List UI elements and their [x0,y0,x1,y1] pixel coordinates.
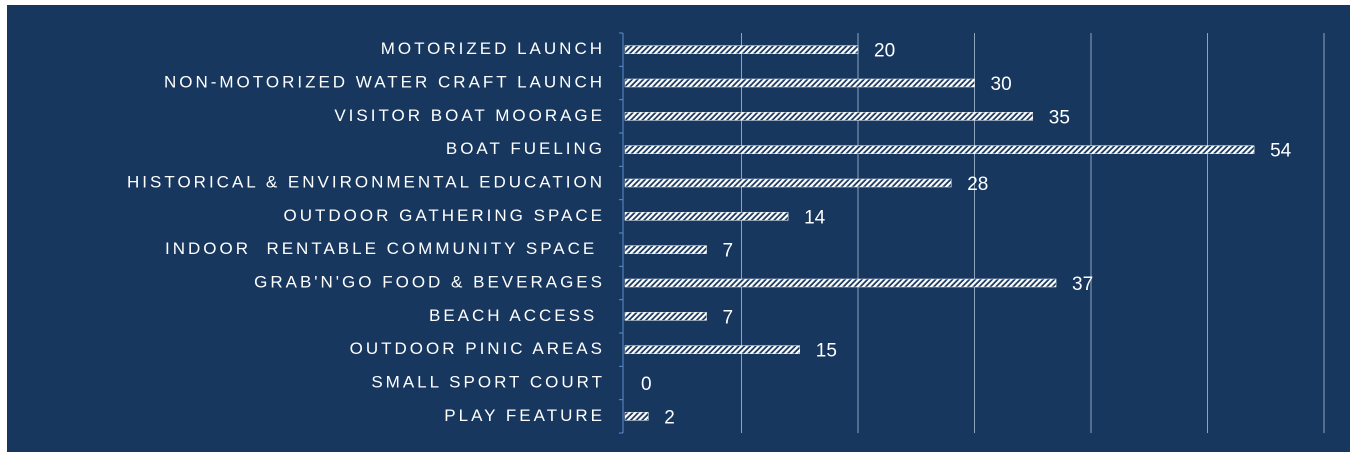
bar [624,178,952,188]
data-label: 37 [1072,274,1093,295]
category-label: PLAY FEATURE [444,406,605,425]
data-label: 20 [874,41,895,62]
category-label: SMALL SPORT COURT [371,372,605,391]
bar [624,112,1033,121]
data-label: 7 [723,307,734,328]
category-label: GRAB'N'GO FOOD & BEVERAGES [254,272,605,291]
data-label: 0 [641,374,652,395]
category-label: MOTORIZED LAUNCH [381,39,605,58]
category-label: BOAT FUELING [446,139,605,158]
category-label: HISTORICAL & ENVIRONMENTAL EDUCATION [127,172,605,191]
data-label: 14 [804,207,826,228]
bar [624,345,800,354]
bar [624,278,1057,288]
data-label: 30 [991,74,1012,95]
bar [624,412,649,421]
bar [624,212,789,221]
bar [624,78,975,88]
bar [624,245,707,254]
bar [624,312,707,321]
bar [624,145,1255,154]
bar [624,45,859,54]
data-label: 15 [816,341,837,362]
category-label: NON-MOTORIZED WATER CRAFT LAUNCH [164,72,605,91]
category-label: VISITOR BOAT MOORAGE [334,106,605,125]
category-label: OUTDOOR GATHERING SPACE [283,206,605,225]
data-label: 54 [1270,141,1292,162]
category-label: BEACH ACCESS [429,306,605,325]
category-label: OUTDOOR PINIC AREAS [350,339,605,358]
category-label: INDOOR RENTABLE COMMUNITY SPACE [165,239,605,258]
data-label: 35 [1049,107,1070,128]
data-label: 2 [664,407,675,428]
data-label: 28 [967,174,988,195]
data-label: 7 [723,241,734,262]
